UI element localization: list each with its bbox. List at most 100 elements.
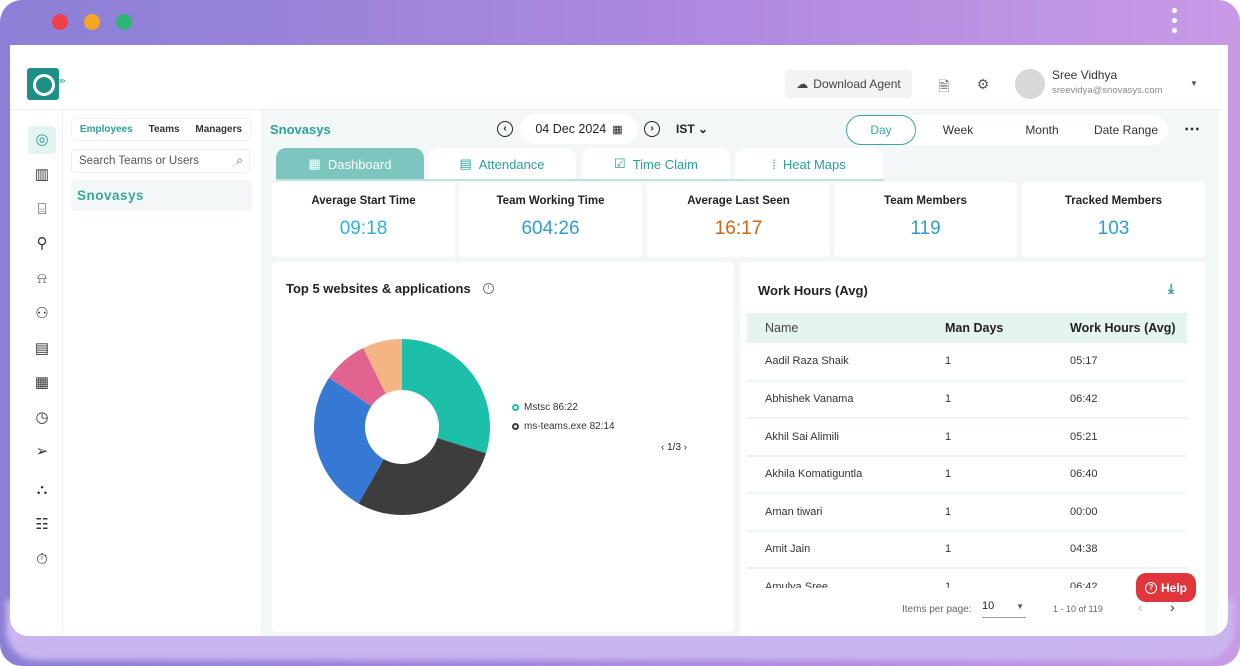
stat-value: 119 [910, 218, 941, 239]
legend-item[interactable]: Mstsc 86:22 [512, 402, 615, 413]
date-picker[interactable]: 04 Dec 2024 ▦ [520, 114, 638, 144]
table-row[interactable]: Amit Jain 1 04:38 [747, 530, 1187, 569]
ticket-icon[interactable]: ⌸ [37, 201, 47, 218]
team-icon[interactable]: ☷ [35, 516, 49, 533]
table-cell: 1 [927, 568, 1052, 588]
expand-sidebar-icon[interactable]: >>> [54, 76, 66, 86]
table-cell: Abhishek Vanama [747, 380, 927, 419]
org-chart-icon[interactable]: ⛬ [36, 481, 48, 498]
table-cell: 1 [927, 493, 1052, 532]
table-cell: Aman tiwari [747, 493, 927, 532]
pie-slice-ms-teams-exe[interactable] [358, 438, 486, 515]
idea-icon[interactable]: ⚲ [36, 235, 48, 252]
user-icon[interactable]: ⚇ [35, 305, 49, 322]
stat-label: Team Working Time [496, 195, 605, 207]
next-page-icon[interactable]: › [1170, 599, 1175, 615]
download-icon[interactable]: ⤓ [1168, 280, 1175, 296]
clock-icon[interactable]: ◷ [35, 409, 49, 426]
tab-teams[interactable]: Teams [148, 124, 180, 135]
alarm-icon[interactable]: ⍾ [37, 270, 47, 287]
window-menu-icon[interactable] [1172, 8, 1180, 33]
col-man-days[interactable]: Man Days [927, 313, 1052, 343]
prev-page-icon[interactable]: ‹ [1138, 599, 1143, 615]
user-menu-chevron-icon[interactable]: ▼ [1190, 79, 1198, 88]
next-date-icon[interactable]: › [644, 121, 660, 137]
stat-value: 604:26 [521, 218, 580, 239]
table-cell: 05:21 [1052, 418, 1187, 457]
calendar-icon[interactable]: ▦ [34, 374, 50, 391]
date-value: 04 Dec 2024 [535, 122, 607, 136]
range-date-range[interactable]: Date Range [1093, 123, 1159, 137]
tab-dashboard[interactable]: ▦ Dashboard [276, 148, 424, 180]
report-icon[interactable]: ▥ [34, 166, 50, 183]
timezone-select[interactable]: IST ⌄ [676, 122, 708, 136]
briefcase-icon[interactable]: ▤ [34, 340, 50, 357]
table-cell: Aadil Raza Shaik [747, 343, 927, 382]
tab-underline [276, 179, 884, 181]
stat-value: 16:17 [714, 218, 763, 239]
table-cell: Amit Jain [747, 530, 927, 569]
table-row[interactable]: Abhishek Vanama 1 06:42 [747, 380, 1187, 419]
search-input[interactable]: Search Teams or Users ⌕ [71, 149, 250, 173]
tab-employees[interactable]: Employees [79, 124, 133, 135]
table-cell: 1 [927, 343, 1052, 382]
work-hours-table-wrap[interactable]: Name Man Days Work Hours (Avg) Aadil Raz… [747, 313, 1187, 588]
table-cell: Amulya Sree [747, 568, 927, 588]
stat-label: Tracked Members [1064, 195, 1163, 207]
items-per-page-value: 10 [982, 600, 995, 612]
maximize-dot[interactable] [116, 14, 132, 30]
gear-icon[interactable]: ⚙ [976, 76, 990, 92]
more-icon[interactable]: ⋯ [1184, 121, 1200, 138]
donut-chart [314, 339, 490, 515]
table-row[interactable]: Aadil Raza Shaik 1 05:17 [747, 343, 1187, 382]
timer-icon[interactable]: ⏱ [36, 551, 48, 568]
items-per-page-select[interactable]: 10 ▼ [982, 600, 1026, 618]
stat-label: Team Members [884, 195, 967, 207]
calendar-icon: ▦ [612, 123, 623, 136]
tab-managers[interactable]: Managers [195, 124, 243, 135]
stat-label: Average Last Seen [687, 195, 790, 207]
org-title: Snovasys [270, 122, 331, 137]
minimize-dot[interactable] [84, 14, 100, 30]
table-cell: 1 [927, 380, 1052, 419]
avatar[interactable] [1015, 69, 1045, 99]
range-week[interactable]: Week [942, 123, 974, 137]
legend-item[interactable]: ms-teams.exe 82:14 [512, 421, 615, 432]
tab-heat-maps[interactable]: ⁞ Heat Maps [735, 148, 883, 180]
pie-slice-4[interactable] [363, 339, 402, 394]
col-name[interactable]: Name [747, 313, 927, 343]
app-logo[interactable] [27, 68, 59, 100]
heatmap-icon: ⁞ [772, 156, 776, 172]
info-icon[interactable]: i [483, 283, 494, 294]
timezone-value: IST [676, 122, 695, 136]
col-work-hours[interactable]: Work Hours (Avg) [1052, 313, 1187, 343]
dashboard-icon[interactable]: ◎ [28, 126, 56, 154]
legend-page: 1/3 [667, 442, 682, 453]
calendar-icon: ▤ [459, 156, 472, 171]
app: >>> ☁ Download Agent 🗎 ⚙ Sree Vidhya sree… [10, 45, 1228, 636]
table-cell: 1 [927, 530, 1052, 569]
legend-marker [512, 404, 519, 411]
send-icon[interactable]: ➢ [35, 443, 49, 460]
stat-card: Average Last Seen 16:17 [647, 182, 830, 257]
pie-slice-2[interactable] [314, 377, 384, 504]
close-dot[interactable] [52, 14, 68, 30]
download-agent-button[interactable]: ☁ Download Agent [785, 70, 912, 98]
table-row[interactable]: Akhila Komatiguntla 1 06:40 [747, 455, 1187, 494]
help-button[interactable]: ? Help [1136, 573, 1196, 602]
tab-attendance[interactable]: ▤ Attendance [428, 148, 576, 180]
table-row[interactable]: Aman tiwari 1 00:00 [747, 493, 1187, 532]
document-icon[interactable]: 🗎 [938, 78, 950, 94]
range-month[interactable]: Month [1025, 123, 1059, 137]
pie-slice-3[interactable] [329, 347, 386, 407]
pie-slice-mstsc[interactable] [402, 339, 490, 454]
team-item[interactable]: Snovasys [71, 180, 252, 211]
prev-date-icon[interactable]: ‹ [497, 121, 513, 137]
range-day[interactable]: Day [846, 115, 916, 145]
table-row[interactable]: Akhil Sai Alimili 1 05:21 [747, 418, 1187, 457]
legend-pager[interactable]: ‹ 1/3 › [661, 442, 688, 453]
legend-label: ms-teams.exe 82:14 [524, 421, 615, 432]
table-row[interactable]: Amulya Sree 1 06:42 [747, 568, 1187, 588]
tab-time-claim[interactable]: ☑ Time Claim [582, 148, 730, 180]
team-panel: Employees Teams Managers Search Teams or… [63, 110, 262, 636]
